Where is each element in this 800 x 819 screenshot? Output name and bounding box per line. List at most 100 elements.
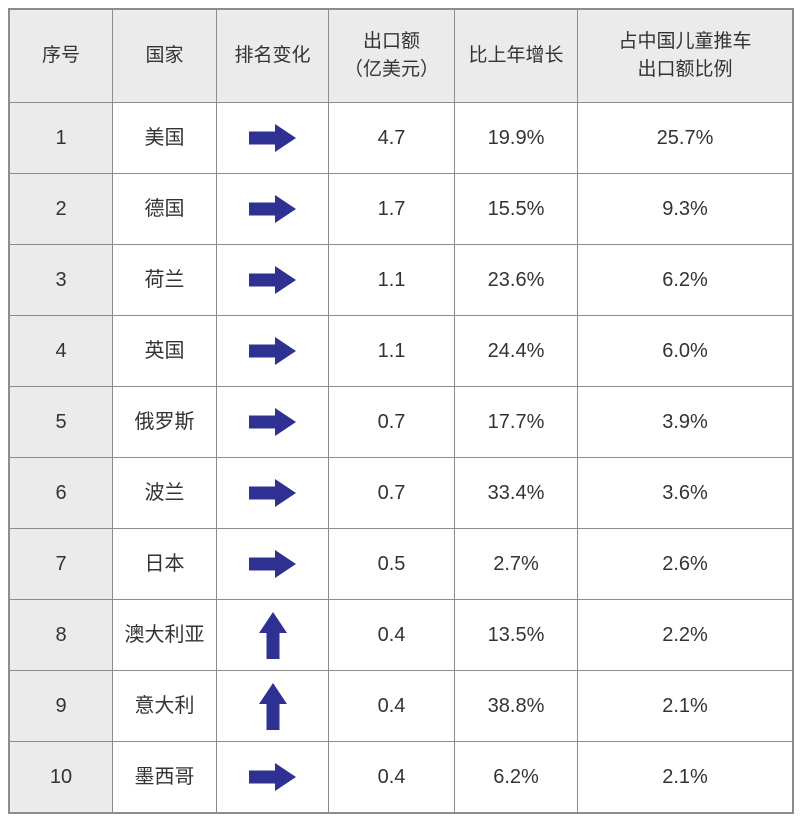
yoy-growth-cell: 17.7% [455,387,578,457]
country-cell: 意大利 [113,671,217,741]
children-stroller-export-table: 序号 国家 排名变化 出口额 （亿美元） 比上年增长 占中国儿童推车 出口额比例… [8,8,794,814]
rank-change-cell [217,600,329,670]
up-arrow-icon [258,611,287,659]
yoy-growth-cell: 6.2% [455,742,578,812]
table-body: 1 美国 4.7 19.9% 25.7% 2 德国 1.7 15.5% 9.3% [10,103,792,812]
right-arrow-icon [249,479,296,507]
share-cell: 6.2% [578,245,792,315]
share-cell: 3.9% [578,387,792,457]
table-header-row: 序号 国家 排名变化 出口额 （亿美元） 比上年增长 占中国儿童推车 出口额比例 [10,10,792,103]
export-value-cell: 1.1 [329,316,455,386]
yoy-growth-cell: 19.9% [455,103,578,173]
yoy-growth-cell: 38.8% [455,671,578,741]
table-row: 6 波兰 0.7 33.4% 3.6% [10,458,792,529]
country-cell: 荷兰 [113,245,217,315]
table-row: 10 墨西哥 0.4 6.2% 2.1% [10,742,792,812]
share-value: 3.9% [662,411,708,433]
table-row: 9 意大利 0.4 38.8% 2.1% [10,671,792,742]
rank-change-cell [217,316,329,386]
serial-number-cell: 5 [10,387,113,457]
share-value: 6.0% [662,340,708,362]
table-row: 5 俄罗斯 0.7 17.7% 3.9% [10,387,792,458]
country-cell: 德国 [113,174,217,244]
export-value: 1.1 [377,340,406,362]
serial-number-cell: 7 [10,529,113,599]
yoy-growth-cell: 33.4% [455,458,578,528]
header-yoy-growth: 比上年增长 [455,10,578,102]
header-share: 占中国儿童推车 出口额比例 [578,10,792,102]
export-value: 0.4 [377,695,406,717]
yoy-growth-value: 33.4% [487,482,545,504]
rank-change-cell [217,387,329,457]
table-row: 7 日本 0.5 2.7% 2.6% [10,529,792,600]
table-row: 8 澳大利亚 0.4 13.5% 2.2% [10,600,792,671]
yoy-growth-value: 2.7% [493,553,539,575]
header-serial-number: 序号 [10,10,113,102]
yoy-growth-value: 24.4% [487,340,545,362]
export-value: 0.4 [377,624,406,646]
rank-change-cell [217,458,329,528]
rank-change-cell [217,742,329,812]
yoy-growth-cell: 13.5% [455,600,578,670]
yoy-growth-cell: 23.6% [455,245,578,315]
export-value-cell: 0.4 [329,742,455,812]
export-value-cell: 0.7 [329,387,455,457]
export-value: 1.7 [377,198,406,220]
export-value: 4.7 [377,127,406,149]
export-value-cell: 0.5 [329,529,455,599]
export-value-cell: 1.7 [329,174,455,244]
serial-number-value: 6 [55,482,67,504]
yoy-growth-cell: 15.5% [455,174,578,244]
export-value-cell: 0.4 [329,600,455,670]
country-value: 美国 [144,127,185,149]
rank-change-cell [217,103,329,173]
rank-change-cell [217,174,329,244]
yoy-growth-value: 19.9% [487,127,545,149]
country-value: 荷兰 [144,269,185,291]
export-value: 1.1 [377,269,406,291]
header-country: 国家 [113,10,217,102]
table-row: 2 德国 1.7 15.5% 9.3% [10,174,792,245]
share-value: 25.7% [656,127,714,149]
share-cell: 3.6% [578,458,792,528]
right-arrow-icon [249,550,296,578]
share-cell: 2.6% [578,529,792,599]
country-cell: 美国 [113,103,217,173]
serial-number-value: 3 [55,269,67,291]
export-value: 0.5 [377,553,406,575]
serial-number-cell: 10 [10,742,113,812]
right-arrow-icon [249,195,296,223]
share-value: 6.2% [662,269,708,291]
right-arrow-icon [249,266,296,294]
serial-number-value: 5 [55,411,67,433]
share-value: 3.6% [662,482,708,504]
share-cell: 9.3% [578,174,792,244]
serial-number-cell: 1 [10,103,113,173]
country-value: 德国 [144,198,185,220]
rank-change-cell [217,671,329,741]
right-arrow-icon [249,337,296,365]
serial-number-value: 7 [55,553,67,575]
serial-number-cell: 8 [10,600,113,670]
country-cell: 墨西哥 [113,742,217,812]
country-value: 意大利 [134,695,195,717]
serial-number-cell: 4 [10,316,113,386]
yoy-growth-value: 38.8% [487,695,545,717]
yoy-growth-value: 15.5% [487,198,545,220]
table-row: 4 英国 1.1 24.4% 6.0% [10,316,792,387]
rank-change-cell [217,245,329,315]
table-row: 1 美国 4.7 19.9% 25.7% [10,103,792,174]
share-value: 2.2% [662,624,708,646]
country-value: 澳大利亚 [124,624,205,646]
serial-number-value: 8 [55,624,67,646]
yoy-growth-cell: 2.7% [455,529,578,599]
country-value: 波兰 [144,482,185,504]
share-cell: 25.7% [578,103,792,173]
header-export-value: 出口额 （亿美元） [329,10,455,102]
country-cell: 英国 [113,316,217,386]
serial-number-value: 9 [55,695,67,717]
share-cell: 2.2% [578,600,792,670]
yoy-growth-value: 17.7% [487,411,545,433]
country-value: 英国 [144,340,185,362]
serial-number-value: 10 [49,766,73,788]
